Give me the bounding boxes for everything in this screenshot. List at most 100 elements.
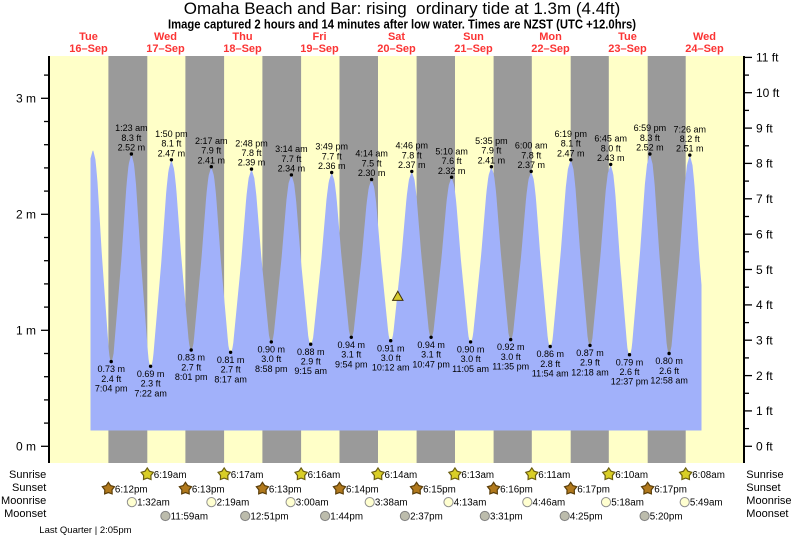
svg-text:18–Sep: 18–Sep <box>223 43 262 55</box>
svg-text:5:10 am: 5:10 am <box>435 146 468 156</box>
svg-text:8.3 ft: 8.3 ft <box>640 133 661 143</box>
svg-text:1:44pm: 1:44pm <box>330 512 363 523</box>
svg-text:24–Sep: 24–Sep <box>685 43 724 55</box>
svg-text:6:16pm: 6:16pm <box>500 484 533 495</box>
svg-text:2.52 m: 2.52 m <box>636 143 664 153</box>
svg-text:10:12 am: 10:12 am <box>372 363 410 373</box>
svg-text:0.92 m: 0.92 m <box>497 342 525 352</box>
svg-text:0.81 m: 0.81 m <box>217 355 245 365</box>
svg-text:7:26 am: 7:26 am <box>674 124 707 134</box>
svg-text:0.88 m: 0.88 m <box>297 347 325 357</box>
svg-text:1:23 am: 1:23 am <box>115 123 148 133</box>
svg-text:2.8 ft: 2.8 ft <box>540 359 561 369</box>
svg-text:2:37pm: 2:37pm <box>410 512 443 523</box>
svg-text:16–Sep: 16–Sep <box>69 43 108 55</box>
svg-text:6:08am: 6:08am <box>692 470 725 481</box>
svg-text:2 m: 2 m <box>16 208 36 222</box>
svg-text:0 ft: 0 ft <box>756 440 773 454</box>
svg-text:Moonset: Moonset <box>746 508 788 520</box>
svg-text:21–Sep: 21–Sep <box>454 43 493 55</box>
svg-text:1 m: 1 m <box>16 324 36 338</box>
svg-text:23–Sep: 23–Sep <box>608 43 647 55</box>
svg-text:8:58 pm: 8:58 pm <box>255 364 288 374</box>
svg-text:2.36 m: 2.36 m <box>318 161 346 171</box>
svg-text:0.90 m: 0.90 m <box>457 345 485 355</box>
svg-text:2.34 m: 2.34 m <box>278 164 306 174</box>
svg-text:Omaha Beach and Bar: rising o: Omaha Beach and Bar: rising ordinary tid… <box>184 0 621 18</box>
svg-text:Tue: Tue <box>618 31 637 43</box>
svg-text:2.51 m: 2.51 m <box>676 144 704 154</box>
svg-text:5:49am: 5:49am <box>690 498 723 509</box>
svg-text:5:20pm: 5:20pm <box>650 512 683 523</box>
svg-text:9:15 am: 9:15 am <box>294 366 327 376</box>
svg-text:8:01 pm: 8:01 pm <box>175 372 208 382</box>
svg-text:2.4 ft: 2.4 ft <box>101 374 122 384</box>
svg-text:Wed: Wed <box>154 31 177 43</box>
svg-text:3.1 ft: 3.1 ft <box>421 350 442 360</box>
svg-text:6:15pm: 6:15pm <box>423 484 456 495</box>
svg-text:7.5 ft: 7.5 ft <box>362 158 383 168</box>
svg-text:7:04 pm: 7:04 pm <box>95 384 128 394</box>
svg-text:Moonrise: Moonrise <box>746 495 791 507</box>
svg-text:2:19am: 2:19am <box>217 498 250 509</box>
svg-text:2:17 am: 2:17 am <box>195 136 228 146</box>
svg-text:Sunrise: Sunrise <box>746 469 783 481</box>
svg-text:12:18 am: 12:18 am <box>571 367 609 377</box>
svg-text:5:18am: 5:18am <box>611 498 644 509</box>
svg-text:3.1 ft: 3.1 ft <box>341 350 362 360</box>
svg-text:4:46am: 4:46am <box>533 498 566 509</box>
svg-text:11 ft: 11 ft <box>756 51 779 65</box>
svg-text:7.8 ft: 7.8 ft <box>241 148 262 158</box>
svg-text:3.0 ft: 3.0 ft <box>381 353 402 363</box>
svg-text:3.0 ft: 3.0 ft <box>501 352 522 362</box>
svg-text:3:00am: 3:00am <box>296 498 329 509</box>
svg-text:Tue: Tue <box>79 31 98 43</box>
svg-text:1:50 pm: 1:50 pm <box>155 129 188 139</box>
svg-text:5:35 pm: 5:35 pm <box>475 136 508 146</box>
svg-text:7.7 ft: 7.7 ft <box>281 154 302 164</box>
svg-text:0.73 m: 0.73 m <box>97 364 125 374</box>
svg-text:6:12pm: 6:12pm <box>115 484 148 495</box>
svg-text:2.37 m: 2.37 m <box>398 160 426 170</box>
svg-text:9 ft: 9 ft <box>756 121 773 135</box>
svg-text:6:17pm: 6:17pm <box>577 484 610 495</box>
svg-text:Image captured 2 hours and 14: Image captured 2 hours and 14 minutes af… <box>168 18 636 32</box>
svg-text:12:58 am: 12:58 am <box>650 376 688 386</box>
svg-text:Fri: Fri <box>312 31 326 43</box>
svg-text:8.1 ft: 8.1 ft <box>561 139 582 149</box>
svg-text:0 m: 0 m <box>16 440 36 454</box>
svg-text:8 ft: 8 ft <box>756 157 773 171</box>
svg-text:2.9 ft: 2.9 ft <box>301 357 322 367</box>
svg-text:2.41 m: 2.41 m <box>198 155 226 165</box>
svg-text:7.8 ft: 7.8 ft <box>521 150 542 160</box>
svg-text:0.90 m: 0.90 m <box>258 345 286 355</box>
svg-text:3:31pm: 3:31pm <box>490 512 523 523</box>
svg-text:2.47 m: 2.47 m <box>557 148 585 158</box>
svg-text:8.0 ft: 8.0 ft <box>601 143 622 153</box>
svg-text:22–Sep: 22–Sep <box>531 43 570 55</box>
svg-text:Mon: Mon <box>539 31 562 43</box>
svg-text:Last Quarter | 2:05pm: Last Quarter | 2:05pm <box>39 525 131 536</box>
svg-text:6:19 pm: 6:19 pm <box>555 129 588 139</box>
svg-text:8.3 ft: 8.3 ft <box>121 133 142 143</box>
svg-text:Sunset: Sunset <box>746 482 780 494</box>
svg-text:5 ft: 5 ft <box>756 263 773 277</box>
svg-text:7.9 ft: 7.9 ft <box>481 146 502 156</box>
svg-text:2.32 m: 2.32 m <box>438 166 466 176</box>
svg-text:Sunrise: Sunrise <box>9 469 46 481</box>
svg-text:0.83 m: 0.83 m <box>177 353 205 363</box>
svg-text:3:38am: 3:38am <box>375 498 408 509</box>
svg-text:4:13am: 4:13am <box>454 498 487 509</box>
svg-text:7 ft: 7 ft <box>756 192 773 206</box>
svg-text:3:49 pm: 3:49 pm <box>315 142 348 152</box>
svg-text:8.2 ft: 8.2 ft <box>680 134 701 144</box>
svg-text:12:37 pm: 12:37 pm <box>611 377 649 387</box>
svg-text:Sun: Sun <box>463 31 484 43</box>
svg-text:Sat: Sat <box>388 31 405 43</box>
svg-text:10:47 pm: 10:47 pm <box>412 359 450 369</box>
svg-text:3.0 ft: 3.0 ft <box>261 354 282 364</box>
svg-text:6:14pm: 6:14pm <box>346 484 379 495</box>
svg-text:7.8 ft: 7.8 ft <box>402 150 423 160</box>
svg-text:6:10am: 6:10am <box>615 470 648 481</box>
svg-text:6:13pm: 6:13pm <box>269 484 302 495</box>
